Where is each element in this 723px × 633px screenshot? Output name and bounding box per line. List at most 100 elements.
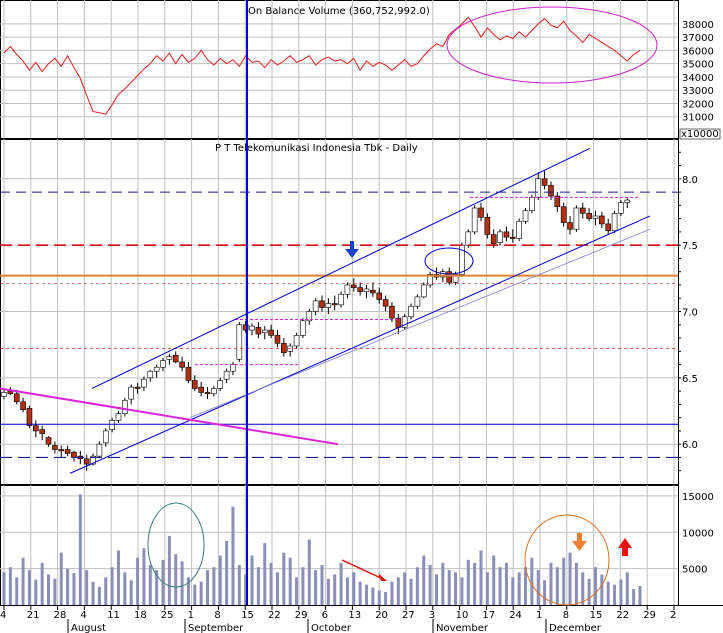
volume-bar	[600, 574, 604, 605]
volume-bar	[142, 548, 146, 605]
volume-bar	[256, 567, 260, 605]
volume-decline-arrowhead	[378, 573, 387, 581]
x-day-label: 8	[214, 610, 220, 621]
candle-body	[382, 299, 389, 307]
candle-body	[357, 287, 363, 292]
volume-decline-line	[341, 559, 386, 581]
volume-december-ellipse	[524, 514, 610, 606]
volume-bar	[396, 577, 400, 605]
candle-body	[414, 296, 421, 307]
volume-bar	[390, 581, 394, 605]
candle-body	[217, 380, 224, 389]
candle-body	[427, 274, 433, 286]
price-tick-label: 7.5	[682, 241, 698, 252]
candle-body	[300, 320, 306, 336]
volume-bar	[454, 572, 458, 605]
candle-body	[198, 386, 204, 393]
volume-bar	[244, 574, 248, 605]
volume-bar	[186, 577, 190, 605]
volume-bar	[562, 557, 566, 605]
volume-bar	[21, 557, 25, 605]
volume-bar	[110, 567, 114, 605]
candle-body	[471, 207, 478, 233]
volume-bar	[371, 587, 375, 605]
candle-body	[83, 458, 90, 465]
volume-bar	[15, 577, 19, 605]
x-day-label: 1	[536, 610, 542, 621]
x-month-label: November	[436, 623, 489, 633]
volume-bar	[549, 562, 553, 605]
volume-bar	[613, 584, 617, 605]
candle-body	[522, 210, 529, 222]
candle-body	[64, 449, 71, 454]
volume-bar	[517, 572, 521, 605]
candle-body	[122, 400, 128, 414]
candle-body	[52, 445, 58, 450]
volume-bar	[275, 572, 279, 605]
candle-body	[45, 437, 52, 445]
volume-bar	[167, 535, 171, 605]
x-day-label: 11	[107, 610, 120, 621]
volume-bar	[288, 557, 292, 605]
volume-bar	[116, 550, 120, 605]
candle-body	[223, 370, 230, 380]
candle-body	[325, 303, 332, 308]
obv-tick-label: 35000	[682, 60, 714, 71]
candle-body	[255, 327, 262, 335]
volume-bar	[78, 494, 82, 605]
volume-bar	[345, 577, 349, 605]
candle-body	[338, 293, 344, 306]
volume-bar	[231, 506, 235, 605]
volume-bar	[320, 565, 324, 605]
candle-body	[452, 274, 459, 283]
volume-bar	[530, 557, 534, 605]
volume-bar	[422, 555, 426, 605]
obv-title: On Balance Volume (360,752,992.0)	[248, 6, 430, 17]
volume-bar	[250, 555, 254, 605]
candle-body	[172, 354, 179, 363]
candle-body	[58, 449, 65, 452]
volume-bar	[568, 552, 572, 605]
obv-top-ellipse	[446, 6, 658, 84]
volume-bar	[415, 567, 419, 605]
volume-bar	[403, 572, 407, 605]
volume-bar	[606, 581, 610, 605]
channel-mid-line	[189, 228, 651, 419]
candle-body	[599, 215, 605, 225]
candle-body	[586, 213, 592, 219]
candle-body	[490, 234, 497, 245]
volume-bar	[218, 555, 222, 605]
candle-body	[242, 324, 249, 331]
volume-bar	[8, 567, 12, 605]
consolidation-ellipse	[424, 247, 474, 275]
candle-body	[370, 289, 376, 294]
candle-body	[350, 284, 357, 288]
volume-bar	[473, 562, 477, 605]
volume-bar	[129, 580, 133, 605]
candle-body	[71, 451, 77, 458]
x-day-label: 24	[509, 610, 522, 621]
obv-tick-label: 36000	[682, 46, 714, 57]
x-day-label: 8	[563, 610, 569, 621]
volume-bar	[593, 567, 597, 605]
volume-bar	[638, 586, 642, 605]
candle-body	[484, 216, 491, 235]
x-day-label: 21	[27, 610, 40, 621]
candle-body	[281, 343, 287, 353]
candle-body	[529, 197, 535, 211]
volume-bar	[307, 539, 311, 605]
volume-bar	[66, 568, 70, 605]
volume-tick-label: 15000	[682, 492, 714, 503]
volume-bar	[295, 577, 299, 605]
volume-bar	[2, 572, 6, 605]
x-day-label: 18	[134, 610, 147, 621]
volume-bar	[193, 584, 197, 605]
volume-bar	[237, 565, 241, 605]
candle-body	[420, 284, 427, 298]
x-day-label: 20	[375, 610, 388, 621]
candle-body	[605, 223, 612, 231]
price-title: P T Telekomunikasi Indonesia Tbk - Daily	[215, 143, 418, 154]
x-day-label: 3	[429, 610, 435, 621]
